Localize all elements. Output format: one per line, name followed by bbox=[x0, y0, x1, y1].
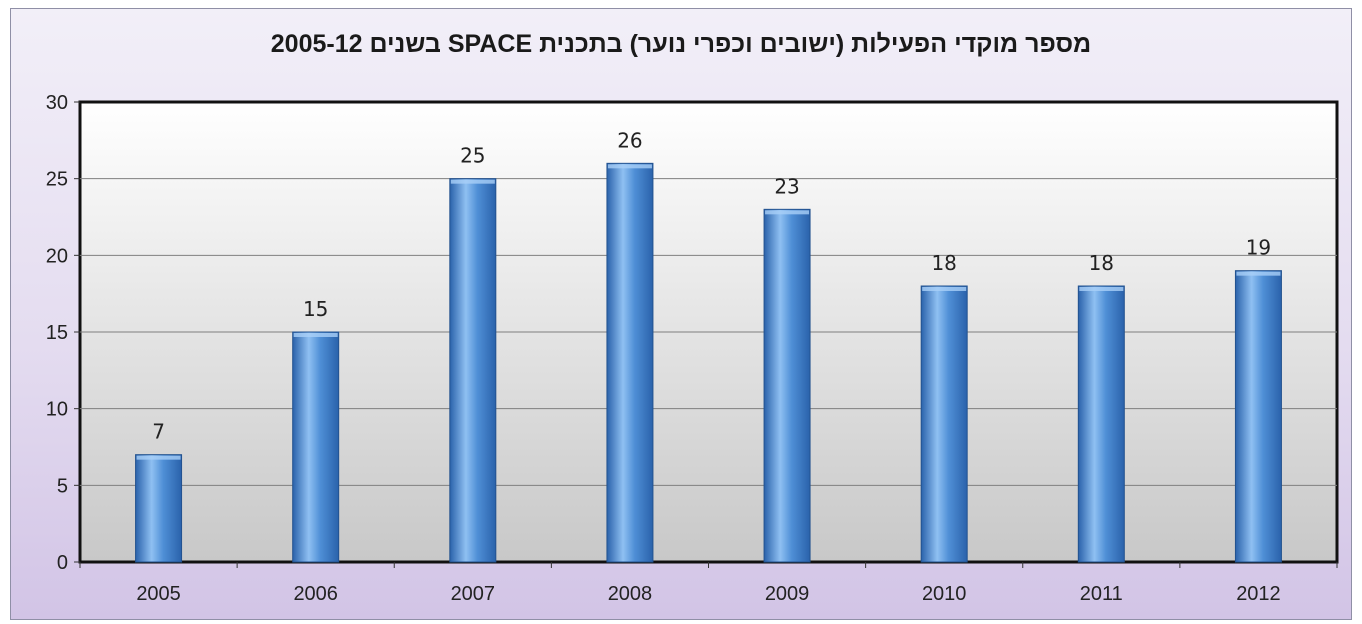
bar-cap-2007 bbox=[450, 179, 495, 184]
x-tick-label: 2006 bbox=[293, 583, 338, 605]
data-labels: 7 15 25 26 23 18 18 19 bbox=[152, 128, 1271, 443]
data-label-2010: 18 bbox=[931, 251, 956, 275]
bar-2009 bbox=[763, 208, 811, 563]
x-tick-label: 2009 bbox=[765, 583, 810, 605]
bar-2005 bbox=[135, 454, 183, 563]
bar-2011 bbox=[1077, 285, 1125, 563]
data-label-2009: 23 bbox=[774, 174, 799, 198]
x-tick-label: 2005 bbox=[136, 583, 181, 605]
bar-2007 bbox=[449, 178, 497, 563]
bar-2012 bbox=[1234, 270, 1282, 563]
y-tick-label: 5 bbox=[57, 475, 68, 497]
x-tick-label: 2007 bbox=[451, 583, 496, 605]
y-tick-label: 25 bbox=[46, 169, 68, 191]
bar-cap-2011 bbox=[1079, 287, 1124, 291]
y-tick-label: 10 bbox=[46, 399, 68, 421]
data-label-2007: 25 bbox=[460, 144, 485, 168]
data-label-2006: 15 bbox=[303, 297, 328, 321]
bar-2008 bbox=[606, 162, 654, 563]
y-tick-label: 0 bbox=[57, 552, 68, 574]
x-tick-label: 2011 bbox=[1080, 583, 1123, 605]
bar-cap-2006 bbox=[293, 333, 338, 337]
bar-cap-2009 bbox=[765, 210, 810, 215]
x-tick-label: 2012 bbox=[1236, 583, 1281, 605]
bars bbox=[135, 162, 1282, 563]
y-tick-label: 20 bbox=[46, 245, 68, 267]
chart-title: מספר מוקדי הפעילות (ישובים וכפרי נוער) ב… bbox=[270, 30, 1092, 58]
bar-2010 bbox=[920, 285, 968, 563]
x-axis: 2005 2006 2007 2008 2009 2010 2011 2012 bbox=[79, 562, 1338, 605]
y-axis: 0 5 10 15 20 25 30 bbox=[46, 92, 80, 574]
data-label-2005: 7 bbox=[152, 420, 165, 444]
bar-cap-2010 bbox=[922, 287, 967, 291]
bar-cap-2008 bbox=[607, 164, 652, 169]
bar-cap-2005 bbox=[136, 455, 181, 460]
y-tick-label: 30 bbox=[46, 92, 68, 114]
gridlines bbox=[80, 178, 1337, 486]
data-label-2011: 18 bbox=[1089, 251, 1114, 275]
bar-2006 bbox=[292, 331, 340, 563]
y-tick-label: 15 bbox=[46, 322, 68, 344]
data-label-2012: 19 bbox=[1246, 236, 1271, 260]
x-tick-label: 2008 bbox=[608, 583, 653, 605]
data-label-2008: 26 bbox=[617, 128, 642, 152]
x-tick-label: 2010 bbox=[922, 583, 967, 605]
bar-cap-2012 bbox=[1236, 271, 1281, 276]
